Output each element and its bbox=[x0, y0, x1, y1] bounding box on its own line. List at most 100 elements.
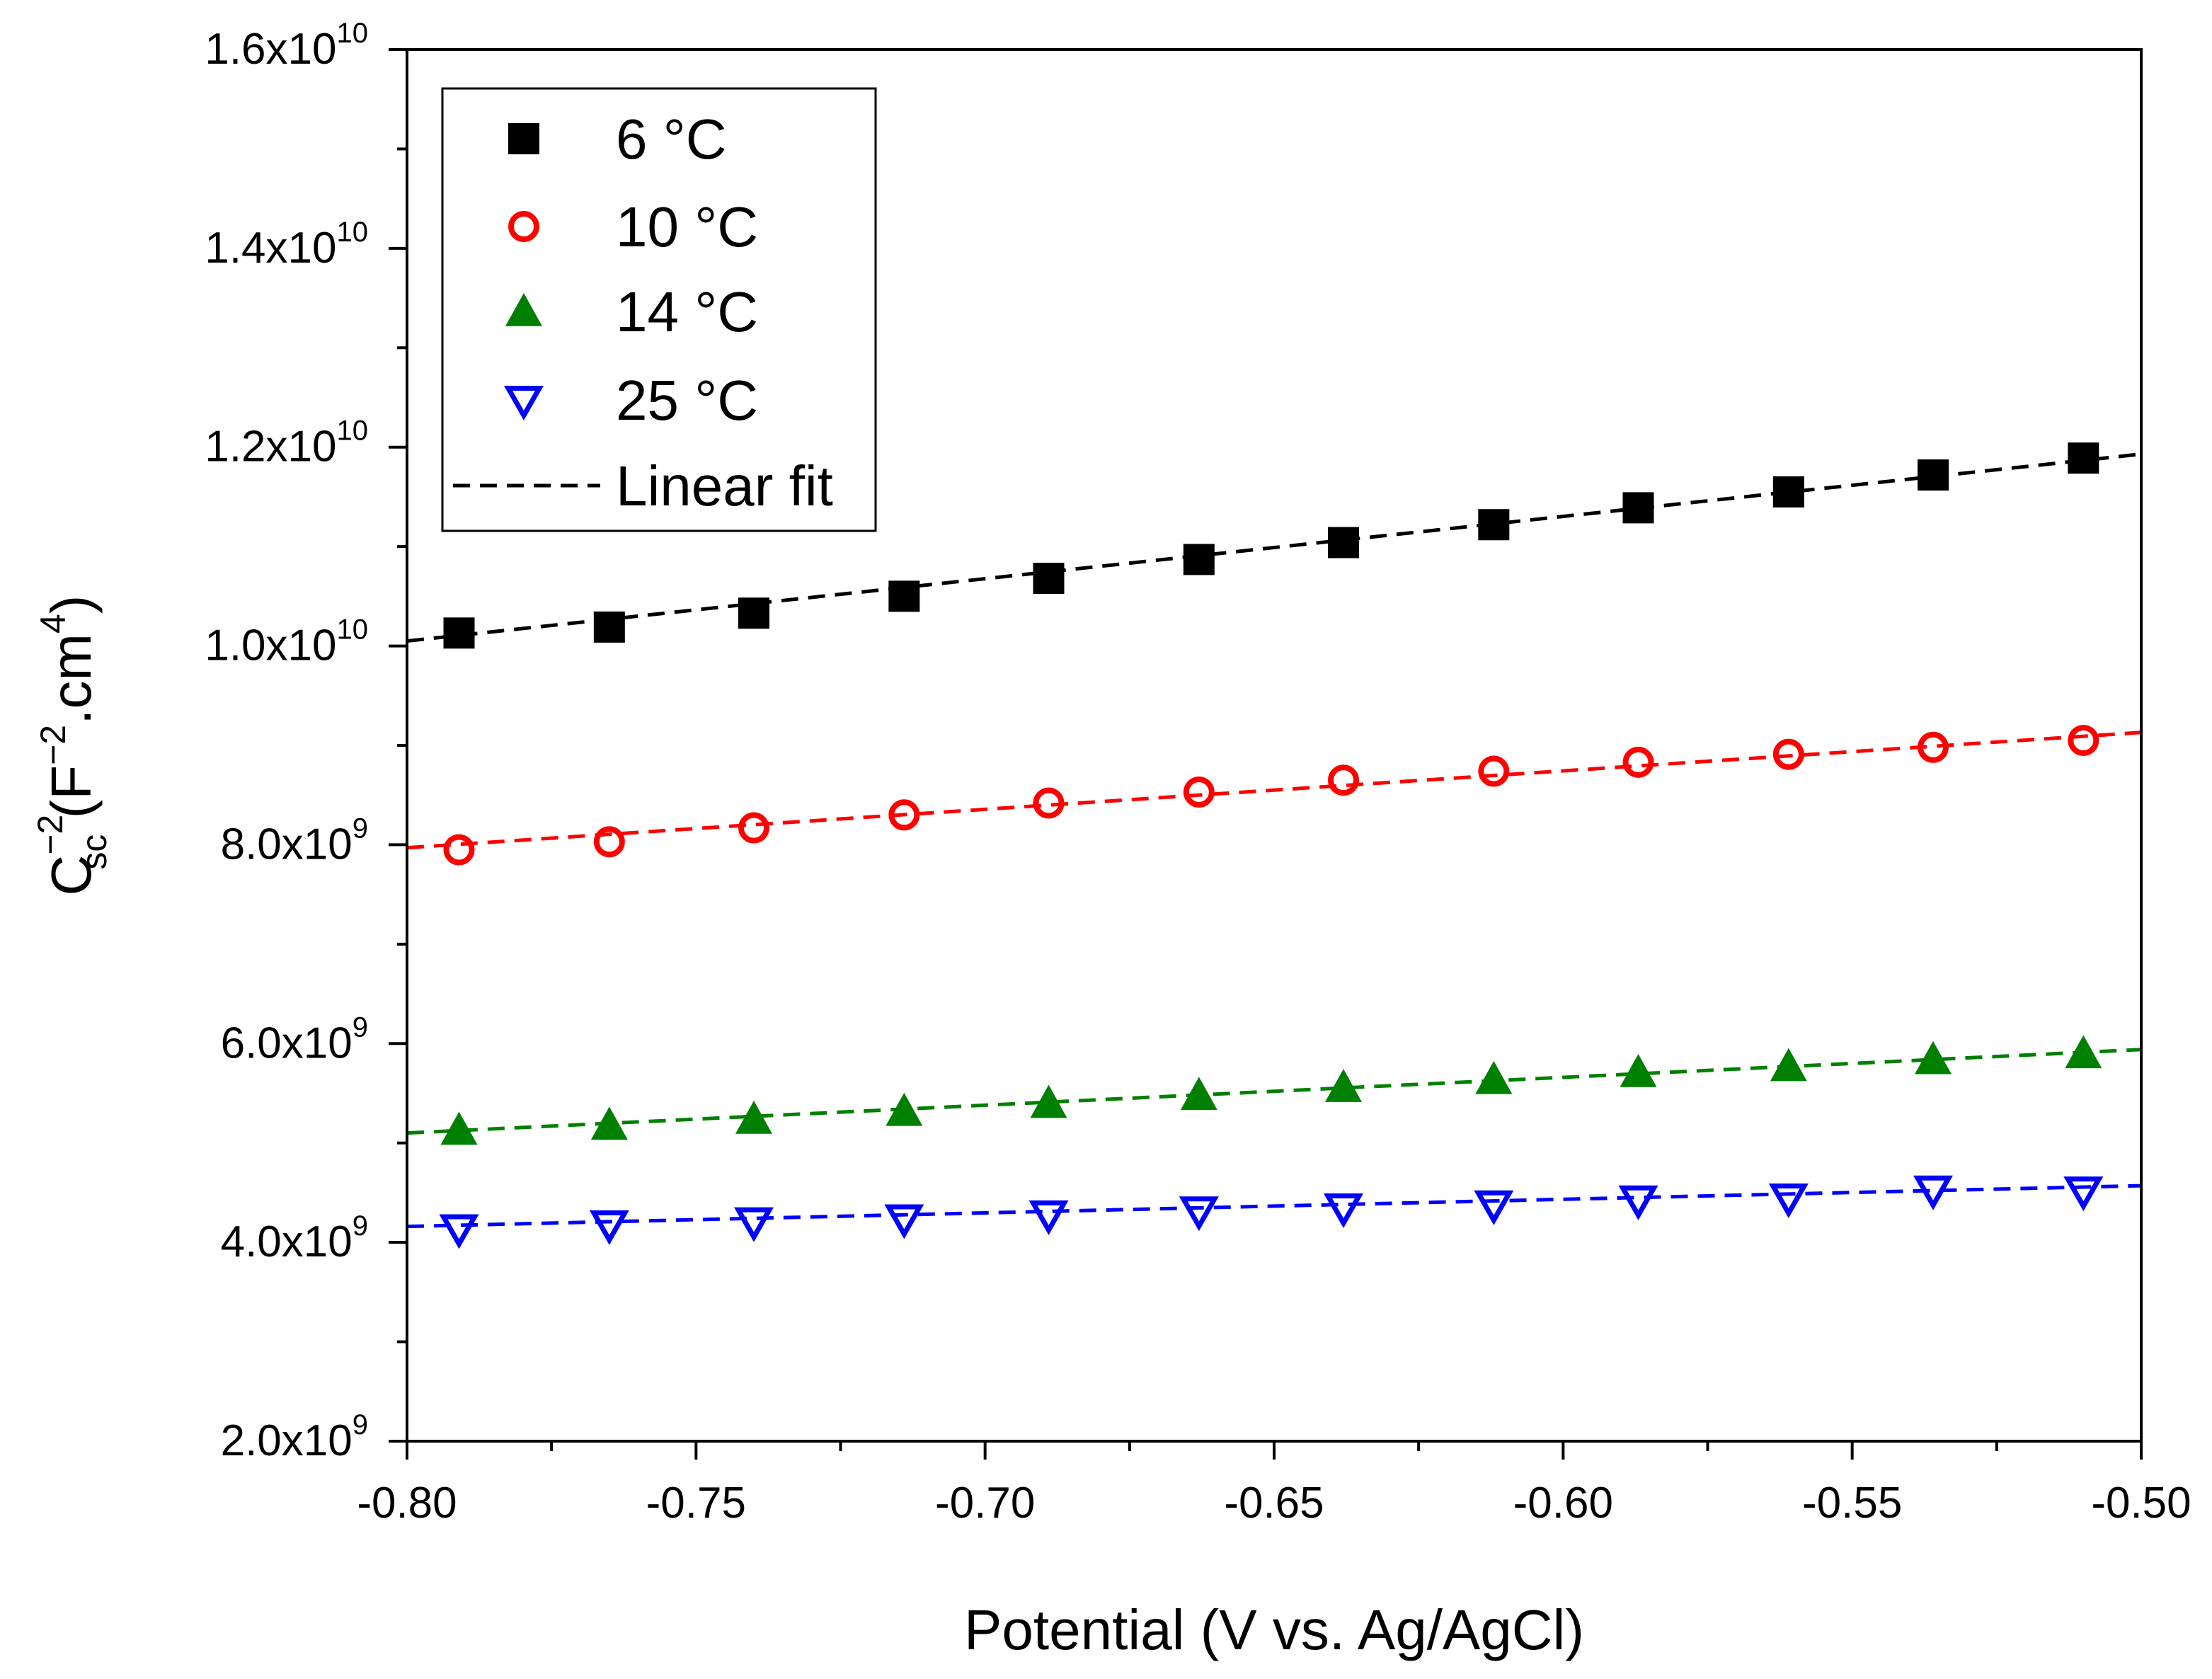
x-tick-label: -0.50 bbox=[2091, 1479, 2191, 1528]
x-tick-label: -0.55 bbox=[1802, 1479, 1902, 1528]
y-tick-mantissa: 4.0x10 bbox=[221, 1217, 353, 1266]
y-tick-label: 6.0x109 bbox=[221, 1012, 368, 1067]
data-point-series-3 bbox=[1620, 1054, 1657, 1087]
x-tick-label: -0.80 bbox=[357, 1479, 457, 1528]
y-tick-mantissa: 1.0x10 bbox=[205, 621, 336, 670]
data-point-series-1 bbox=[2068, 442, 2099, 474]
x-tick-label: -0.65 bbox=[1224, 1479, 1324, 1528]
y-tick-exponent: 10 bbox=[337, 614, 369, 646]
data-point-series-4 bbox=[884, 1204, 924, 1239]
y-title-unit-sup1: −2 bbox=[33, 725, 73, 765]
data-point-series-1 bbox=[443, 617, 475, 649]
y-axis-title: C−2 sc (F−2.cm4) bbox=[30, 595, 114, 896]
data-point-series-4 bbox=[1028, 1200, 1069, 1235]
data-point-series-4 bbox=[1474, 1190, 1514, 1225]
data-point-series-4 bbox=[1323, 1193, 1364, 1229]
legend-label: Linear fit bbox=[616, 454, 833, 517]
data-point-series-2 bbox=[888, 799, 920, 831]
data-point-series-3 bbox=[1030, 1084, 1067, 1118]
legend-marker bbox=[503, 386, 544, 421]
data-point-series-4 bbox=[589, 1210, 629, 1245]
y-title-base: C bbox=[40, 855, 103, 896]
x-tick-labels: -0.80 -0.75 -0.70 -0.65 -0.60 -0.55 -0.50 bbox=[357, 1479, 2191, 1528]
x-axis-title: Potential (V vs. Ag/AgCl) bbox=[964, 1598, 1584, 1661]
data-point-series-4 bbox=[439, 1214, 479, 1249]
y-tick-mantissa: 1.6x10 bbox=[205, 25, 336, 74]
data-point-series-2 bbox=[1328, 764, 1359, 796]
data-point-series-2 bbox=[443, 834, 475, 866]
data-point-series-3 bbox=[735, 1101, 772, 1134]
y-tick-exponent: 9 bbox=[353, 1210, 368, 1242]
data-point-series-4 bbox=[733, 1207, 774, 1242]
y-title-sub: sc bbox=[74, 835, 114, 870]
legend-marker bbox=[508, 211, 539, 242]
data-point-series-4 bbox=[2063, 1176, 2104, 1212]
y-tick-mantissa: 1.4x10 bbox=[205, 224, 336, 273]
data-point-series-4 bbox=[1768, 1183, 1809, 1219]
data-point-series-2 bbox=[738, 812, 769, 844]
x-tick-label: -0.70 bbox=[935, 1479, 1035, 1528]
y-title-unit-close: ) bbox=[40, 595, 103, 614]
data-point-series-1 bbox=[1918, 459, 1949, 491]
legend-label: 14 °C bbox=[616, 280, 758, 343]
y-tick-label: 1.6x1010 bbox=[205, 18, 368, 74]
data-markers bbox=[439, 442, 2104, 1249]
data-point-series-3 bbox=[590, 1106, 628, 1140]
y-tick-label: 2.0x109 bbox=[221, 1409, 368, 1465]
data-point-series-3 bbox=[1325, 1069, 1362, 1102]
data-point-series-1 bbox=[888, 580, 920, 612]
legend-label: 25 °C bbox=[616, 369, 758, 432]
svg-text:C−2sc (F−2.cm4): C−2 sc (F−2.cm4) bbox=[30, 595, 114, 896]
y-title-unit-mid: .cm bbox=[40, 634, 103, 725]
legend: 6 °C 10 °C 14 °C 25 °C Linear fit bbox=[441, 87, 877, 532]
data-point-series-1 bbox=[1622, 492, 1654, 524]
data-point-series-4 bbox=[1913, 1175, 1954, 1210]
x-tick-label: -0.60 bbox=[1513, 1479, 1613, 1528]
fit-line-series-2 bbox=[406, 730, 2142, 850]
data-point-series-1 bbox=[593, 611, 625, 643]
fit-lines bbox=[406, 452, 2142, 1229]
data-point-series-1 bbox=[738, 597, 769, 629]
legend-label: 6 °C bbox=[616, 108, 726, 171]
data-point-series-2 bbox=[1478, 755, 1510, 787]
fit-line-series-1 bbox=[406, 452, 2142, 643]
y-tick-exponent: 10 bbox=[337, 416, 369, 447]
y-tick-mantissa: 6.0x10 bbox=[221, 1019, 353, 1067]
data-point-series-1 bbox=[1478, 509, 1510, 541]
y-tick-exponent: 9 bbox=[353, 1409, 368, 1440]
data-point-series-4 bbox=[1618, 1185, 1658, 1220]
y-title-sup: −2 bbox=[30, 815, 70, 855]
data-point-series-3 bbox=[1915, 1041, 1952, 1075]
y-tick-label: 1.2x1010 bbox=[205, 416, 368, 471]
y-tick-label: 1.4x1010 bbox=[205, 217, 368, 273]
y-tick-mantissa: 2.0x10 bbox=[221, 1416, 353, 1465]
data-point-series-2 bbox=[1622, 746, 1654, 778]
x-tick-label: -0.75 bbox=[646, 1479, 746, 1528]
legend-label: 10 °C bbox=[616, 195, 758, 258]
data-point-series-3 bbox=[1180, 1077, 1217, 1111]
y-tick-label: 1.0x1010 bbox=[205, 614, 368, 670]
data-point-series-2 bbox=[1183, 777, 1215, 808]
fit-line-series-4 bbox=[406, 1184, 2142, 1229]
y-title-unit-sup2: 4 bbox=[33, 614, 73, 634]
y-tick-exponent: 9 bbox=[353, 1012, 368, 1043]
data-point-series-2 bbox=[593, 826, 625, 858]
y-tick-mantissa: 1.2x10 bbox=[205, 423, 336, 471]
y-tick-exponent: 10 bbox=[337, 217, 369, 248]
data-point-series-1 bbox=[1033, 563, 1065, 595]
y-tick-exponent: 9 bbox=[353, 813, 368, 844]
data-point-series-3 bbox=[2065, 1035, 2102, 1069]
data-point-series-1 bbox=[1328, 527, 1359, 558]
fit-line-series-3 bbox=[406, 1048, 2142, 1135]
data-point-series-2 bbox=[1772, 738, 1804, 770]
axis-ticks bbox=[389, 48, 2143, 1460]
data-point-series-2 bbox=[1918, 731, 1949, 763]
data-point-series-3 bbox=[886, 1092, 923, 1126]
legend-marker bbox=[508, 123, 539, 154]
data-point-series-1 bbox=[1772, 476, 1804, 508]
y-tick-label: 8.0x109 bbox=[221, 813, 368, 869]
data-point-series-3 bbox=[1770, 1048, 1807, 1082]
y-tick-label: 4.0x109 bbox=[221, 1210, 368, 1266]
data-point-series-3 bbox=[1475, 1060, 1513, 1094]
